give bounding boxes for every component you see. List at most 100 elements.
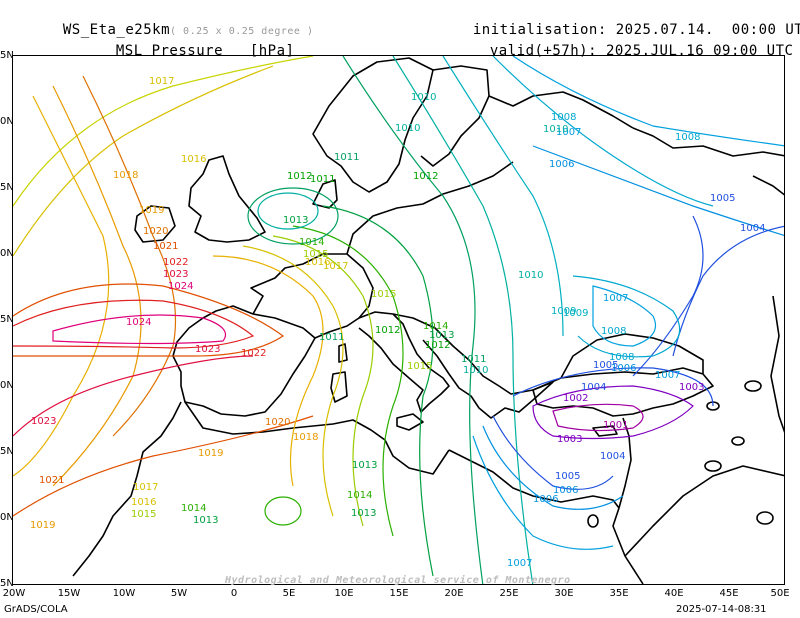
isobar-label: 1007 xyxy=(655,370,680,381)
isobar-label: 1015 xyxy=(407,361,432,372)
isobar-label: 1010 xyxy=(395,123,420,134)
isobar-label: 1004 xyxy=(740,223,765,234)
x-tick: 30E xyxy=(554,588,574,599)
isobars xyxy=(13,56,784,584)
isobar-label: 1022 xyxy=(241,348,266,359)
isobar-label: 1016 xyxy=(181,154,206,165)
y-tick: 0N xyxy=(0,116,14,127)
isobar-label: 1011 xyxy=(319,332,344,343)
isobar-label: 1024 xyxy=(168,281,193,292)
x-tick: 5W xyxy=(170,588,188,599)
x-tick: 50E xyxy=(770,588,790,599)
x-tick: 10W xyxy=(112,588,136,599)
isobar-label: 1016 xyxy=(305,257,330,268)
isobar-label: 1015 xyxy=(131,509,156,520)
x-tick: 15W xyxy=(57,588,81,599)
footer-software: GrADS/COLA xyxy=(4,604,68,615)
resolution-note: ( 0.25 x 0.25 degree ) xyxy=(170,26,314,37)
isobar-label: 1013 xyxy=(352,460,377,471)
isobar-label: 1013 xyxy=(429,330,454,341)
x-tick: 0 xyxy=(230,588,238,599)
y-tick: 5N xyxy=(0,314,14,325)
isobar-labels: 1017101810161019102010211022102310241024… xyxy=(30,76,765,569)
isobar-label: 1021 xyxy=(153,241,178,252)
isobar-label: 1010 xyxy=(463,365,488,376)
isobar-label: 1013 xyxy=(283,215,308,226)
isobar-label: 1011 xyxy=(461,354,486,365)
isobar-label: 1018 xyxy=(113,170,138,181)
model-name: WS_Eta_e25km( 0.25 x 0.25 degree ) xyxy=(62,22,314,38)
isobar-label: 1020 xyxy=(265,417,290,428)
isobar-label: 1021 xyxy=(39,475,64,486)
isobar-label: 1006 xyxy=(549,159,574,170)
x-tick: 10E xyxy=(334,588,354,599)
isobar-label: 1010 xyxy=(518,270,543,281)
isobar-label: 1015 xyxy=(371,289,396,300)
isobar-label: 1019 xyxy=(30,520,55,531)
isobar-label: 1023 xyxy=(31,416,56,427)
isobar-label: 1008 xyxy=(675,132,700,143)
isobar-label: 1019 xyxy=(139,205,164,216)
isobar-label: 1019 xyxy=(198,448,223,459)
x-tick: 5E xyxy=(282,588,296,599)
coastlines xyxy=(72,57,784,584)
init-time: initialisation: 2025.07.14. 00:00 UTC xyxy=(472,22,800,38)
isobar-label: 1011 xyxy=(334,152,359,163)
isobar-label: 1016 xyxy=(131,497,156,508)
y-tick: 5N xyxy=(0,182,14,193)
isobar-label: 1017 xyxy=(149,76,174,87)
isobar-label: 1007 xyxy=(603,293,628,304)
isobar-label: 1001 xyxy=(603,420,628,431)
y-tick: 0N xyxy=(0,380,14,391)
isobar-label: 1014 xyxy=(299,237,324,248)
isobar-label: 1015 xyxy=(303,249,328,260)
isobar-label: 1017 xyxy=(323,261,348,272)
isobar-label: 1023 xyxy=(163,269,188,280)
isobar-label: 1013 xyxy=(193,515,218,526)
isobar-label: 1010 xyxy=(411,92,436,103)
isobar-label: 1017 xyxy=(133,482,158,493)
isobar-label: 1012 xyxy=(375,325,400,336)
x-tick: 45E xyxy=(719,588,739,599)
isobar-label: 1012 xyxy=(413,171,438,182)
x-tick: 25E xyxy=(499,588,519,599)
footer-timestamp: 2025-07-14-08:31 xyxy=(676,604,767,615)
isobar-label: 1009 xyxy=(563,308,588,319)
isobar-label: 1007 xyxy=(556,127,581,138)
isobar-label: 1018 xyxy=(293,432,318,443)
isobar-label: 1002 xyxy=(563,393,588,404)
isobar-label: 1013 xyxy=(351,508,376,519)
y-tick: 5N xyxy=(0,50,14,61)
isobar-label: 1010 xyxy=(543,124,568,135)
y-tick: 5N xyxy=(0,446,14,457)
isobar-label: 1007 xyxy=(507,558,532,569)
x-tick: 20W xyxy=(2,588,26,599)
isobar-label: 1020 xyxy=(143,226,168,237)
isobar-label: 1008 xyxy=(609,352,634,363)
isobar-label: 1014 xyxy=(347,490,372,501)
isobar-label: 1012 xyxy=(425,340,450,351)
isobar-label: 1022 xyxy=(163,257,188,268)
isobar-label: 1006 xyxy=(533,494,558,505)
isobar-label: 1005 xyxy=(555,471,580,482)
isobar-label: 1011 xyxy=(310,174,335,185)
isobar-label: 1006 xyxy=(553,485,578,496)
x-tick: 15E xyxy=(389,588,409,599)
y-tick: 0N xyxy=(0,512,14,523)
isobar-label: 1004 xyxy=(600,451,625,462)
isobar-label: 1009 xyxy=(551,306,576,317)
isobar-label: 1006 xyxy=(611,363,636,374)
isobar-label: 1003 xyxy=(557,434,582,445)
isobar-label: 1005 xyxy=(710,193,735,204)
isobar-label: 1014 xyxy=(423,321,448,332)
x-tick: 40E xyxy=(664,588,684,599)
y-tick: 5N xyxy=(0,578,14,589)
x-tick: 35E xyxy=(609,588,629,599)
isobar-label: 1014 xyxy=(181,503,206,514)
isobar-label: 1005 xyxy=(593,360,618,371)
isobar-label: 1023 xyxy=(195,344,220,355)
isobar-label: 1012 xyxy=(287,171,312,182)
map-canvas: 1017101810161019102010211022102310241024… xyxy=(13,56,784,584)
y-tick: 0N xyxy=(0,248,14,259)
isobar-label: 1004 xyxy=(581,382,606,393)
